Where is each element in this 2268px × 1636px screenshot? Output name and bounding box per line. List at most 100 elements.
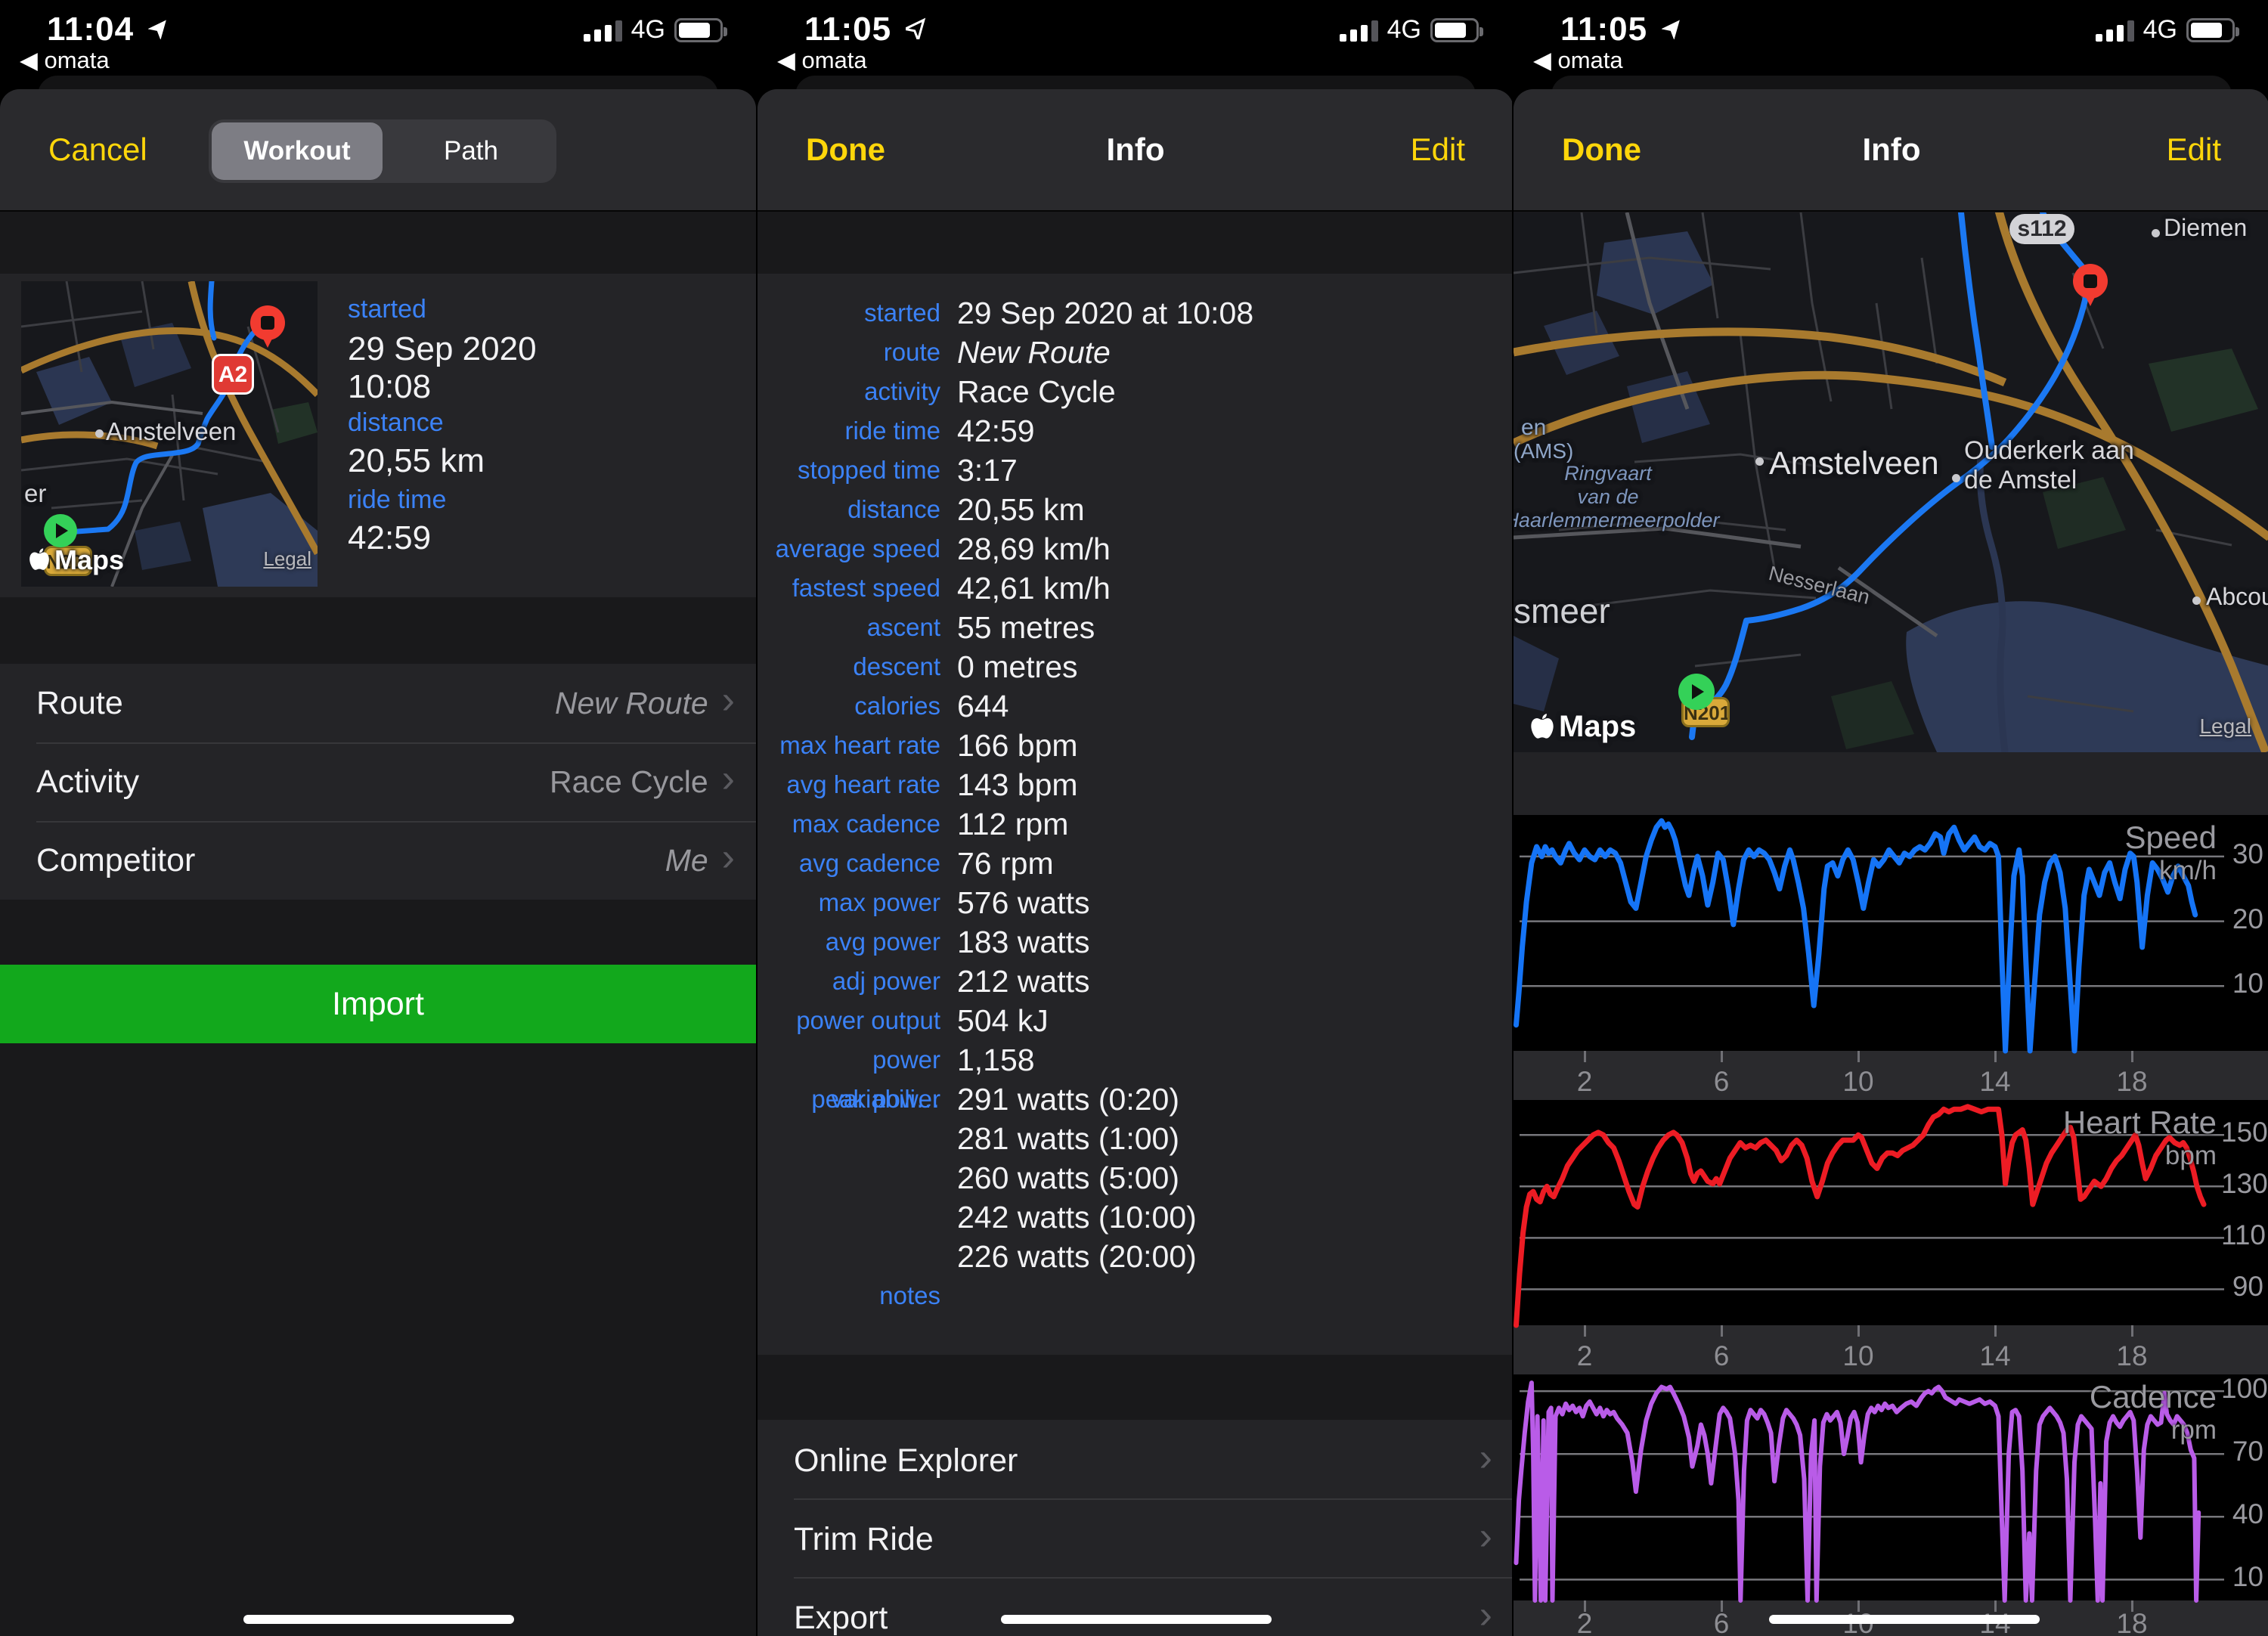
- info-row: max cadence 112 rpm: [758, 804, 1512, 844]
- panel-ride-info: 11:05 ◀ omata 4G Done Info Edit started …: [756, 0, 1512, 1636]
- x-axis-tick-label: 14: [1965, 1066, 2025, 1098]
- y-axis-tick-label: 30: [2221, 838, 2263, 870]
- data-series-line: [1517, 1383, 2199, 1600]
- info-row: ride time 42:59: [758, 411, 1512, 451]
- info-row-label: avg heart rate: [758, 765, 940, 804]
- action-row[interactable]: Trim Ride ›: [758, 1498, 1512, 1577]
- list-item[interactable]: Route New Route ›: [0, 664, 756, 742]
- info-row: descent 0 metres: [758, 647, 1512, 686]
- map-partial-label: er: [24, 479, 46, 508]
- y-axis-tick-label: 10: [2221, 1561, 2263, 1593]
- action-row[interactable]: Online Explorer ›: [758, 1420, 1512, 1498]
- x-axis-tick-label: 10: [1828, 1066, 1888, 1098]
- info-row: power output 504 kJ: [758, 1001, 1512, 1040]
- list-item[interactable]: Competitor Me ›: [0, 821, 756, 900]
- y-axis-tick-label: 90: [2221, 1271, 2263, 1303]
- chevron-right-icon: ›: [1479, 1442, 1492, 1473]
- x-axis-strip: 26101418: [1514, 1051, 2268, 1100]
- summary-ride-time: ride time 42:59: [348, 485, 446, 557]
- battery-icon: [1430, 18, 1479, 42]
- action-label: Online Explorer: [794, 1442, 1018, 1480]
- chart-unit-label: bpm: [2165, 1141, 2217, 1171]
- info-row-value: 504 kJ: [957, 1001, 1049, 1040]
- info-row-label: stopped time: [758, 451, 940, 490]
- info-row-label: [758, 1237, 940, 1276]
- y-axis-tick-label: 110: [2221, 1219, 2263, 1251]
- info-row: adj power 212 watts: [758, 962, 1512, 1001]
- chevron-right-icon: ›: [1479, 1600, 1492, 1630]
- summary-started: started 29 Sep 2020 10:08: [348, 295, 537, 406]
- panel-ride-map-charts: 11:05 ◀ omata 4G Done Info Edit: [1512, 0, 2268, 1636]
- chart-title: Heart Rate: [2063, 1105, 2217, 1141]
- y-axis-tick-label: 70: [2221, 1436, 2263, 1467]
- battery-icon: [674, 18, 723, 42]
- route-end-pin: [250, 305, 285, 340]
- info-row: power variabili… 1,158: [758, 1040, 1512, 1080]
- home-indicator[interactable]: [1769, 1615, 2040, 1624]
- segment-path[interactable]: Path: [386, 119, 556, 183]
- info-row-label: power variabili…: [758, 1040, 940, 1080]
- status-time: 11:05: [804, 11, 891, 48]
- info-row-value: 183 watts: [957, 922, 1090, 962]
- info-row-label: adj power: [758, 962, 940, 1001]
- list-item-label: Route: [36, 685, 555, 722]
- list-item[interactable]: Activity Race Cycle ›: [0, 742, 756, 821]
- x-axis-tick-label: 6: [1691, 1066, 1752, 1098]
- x-axis-tick-label: 6: [1691, 1608, 1752, 1636]
- y-axis-tick-label: 40: [2221, 1498, 2263, 1530]
- info-row-label: started: [758, 293, 940, 333]
- info-row-value: 143 bpm: [957, 765, 1078, 804]
- info-row: route New Route: [758, 333, 1512, 372]
- route-map-thumbnail[interactable]: A2 N201 Amstelveen er Maps Legal: [21, 281, 318, 587]
- chart-unit-label: km/h: [2159, 856, 2217, 886]
- home-indicator[interactable]: [1001, 1615, 1272, 1624]
- import-options-list: Route New Route › Activity Race Cycle › …: [0, 664, 756, 900]
- info-row: max heart rate 166 bpm: [758, 726, 1512, 765]
- info-row: calories 644: [758, 686, 1512, 726]
- y-axis-tick-label: 20: [2221, 903, 2263, 935]
- signal-strength-icon: [1340, 19, 1378, 42]
- a2-road-shield: A2: [212, 354, 254, 395]
- info-row-label: avg cadence: [758, 844, 940, 883]
- info-row: avg power 183 watts: [758, 922, 1512, 962]
- cancel-button[interactable]: Cancel: [48, 132, 147, 168]
- y-axis-tick-label: 100: [2221, 1373, 2263, 1405]
- segment-workout[interactable]: Workout: [212, 122, 383, 180]
- info-row-label: peak power: [758, 1080, 940, 1119]
- info-row: activity Race Cycle: [758, 372, 1512, 411]
- info-row: 242 watts (10:00): [758, 1198, 1512, 1237]
- info-row-value: Race Cycle: [957, 372, 1116, 411]
- info-row-label: distance: [758, 490, 940, 529]
- back-to-app-link[interactable]: ◀ omata: [20, 47, 110, 74]
- info-row-label: calories: [758, 686, 940, 726]
- info-row-value: 281 watts (1:00): [957, 1119, 1179, 1158]
- info-row-label: ascent: [758, 608, 940, 647]
- distance-label: distance: [348, 408, 485, 438]
- info-row-label: notes: [758, 1276, 940, 1315]
- info-row-value: 576 watts: [957, 883, 1090, 922]
- info-row-value: 3:17: [957, 451, 1018, 490]
- info-row-value: 28,69 km/h: [957, 529, 1111, 569]
- back-to-app-link[interactable]: ◀ omata: [777, 47, 867, 74]
- map-legal-link[interactable]: Legal: [263, 547, 311, 571]
- info-row: stopped time 3:17: [758, 451, 1512, 490]
- chevron-right-icon: ›: [722, 764, 735, 794]
- action-row[interactable]: Export Exchange Link, GPX, KML, CSV, TCX…: [758, 1577, 1512, 1636]
- x-axis-tick-label: 18: [2102, 1608, 2162, 1636]
- x-axis-strip: 26101418: [1514, 1325, 2268, 1374]
- chevron-right-icon: ›: [722, 685, 735, 715]
- info-row-label: max power: [758, 883, 940, 922]
- import-button[interactable]: Import: [0, 965, 756, 1043]
- info-row: notes: [758, 1276, 1512, 1315]
- info-row-value: 55 metres: [957, 608, 1095, 647]
- x-axis-tick-label: 18: [2102, 1066, 2162, 1098]
- x-axis-tick: [1994, 1325, 1997, 1337]
- signal-strength-icon: [584, 19, 622, 42]
- x-axis-tick-label: 2: [1554, 1608, 1615, 1636]
- edit-button[interactable]: Edit: [1411, 132, 1465, 168]
- chart-title: Cadence: [2090, 1379, 2217, 1415]
- status-icons: 4G: [584, 15, 723, 45]
- route-start-marker: [44, 514, 77, 547]
- chart-unit-label: rpm: [2171, 1415, 2217, 1445]
- home-indicator[interactable]: [243, 1615, 514, 1624]
